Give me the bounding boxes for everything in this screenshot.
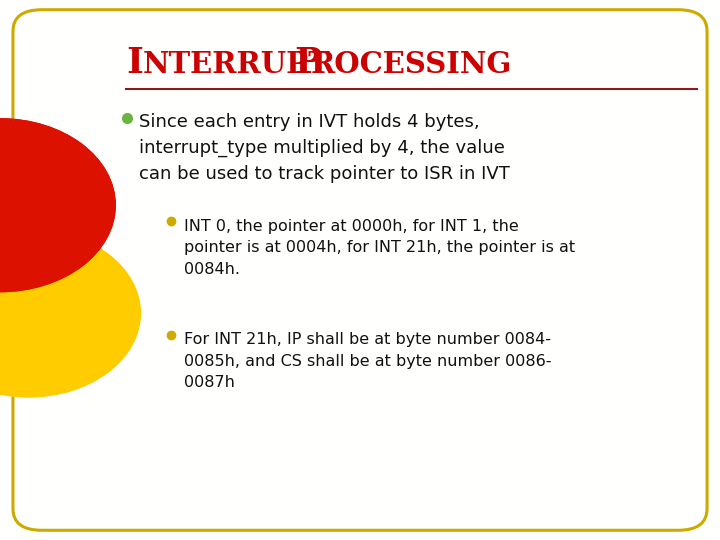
Text: For INT 21h, IP shall be at byte number 0084-
0085h, and CS shall be at byte num: For INT 21h, IP shall be at byte number …	[184, 332, 551, 390]
Text: I: I	[126, 46, 143, 80]
Text: NTERRUPT: NTERRUPT	[143, 50, 330, 79]
Text: Since each entry in IVT holds 4 bytes,
interrupt_type multiplied by 4, the value: Since each entry in IVT holds 4 bytes, i…	[139, 113, 510, 183]
Circle shape	[0, 119, 115, 292]
Circle shape	[0, 230, 140, 397]
Circle shape	[0, 119, 115, 292]
Text: P: P	[294, 46, 321, 80]
FancyBboxPatch shape	[13, 10, 707, 530]
Text: ROCESSING: ROCESSING	[311, 50, 513, 79]
Text: INT 0, the pointer at 0000h, for INT 1, the
pointer is at 0004h, for INT 21h, th: INT 0, the pointer at 0000h, for INT 1, …	[184, 219, 575, 277]
